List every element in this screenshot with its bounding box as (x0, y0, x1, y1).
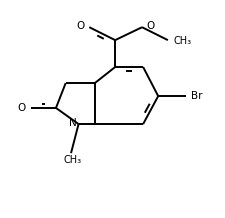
Text: O: O (18, 103, 26, 113)
Text: CH₃: CH₃ (173, 36, 191, 46)
Text: O: O (146, 21, 154, 31)
Text: Br: Br (190, 91, 202, 101)
Text: CH₃: CH₃ (63, 155, 81, 165)
Text: N: N (68, 118, 76, 128)
Text: O: O (76, 21, 84, 31)
